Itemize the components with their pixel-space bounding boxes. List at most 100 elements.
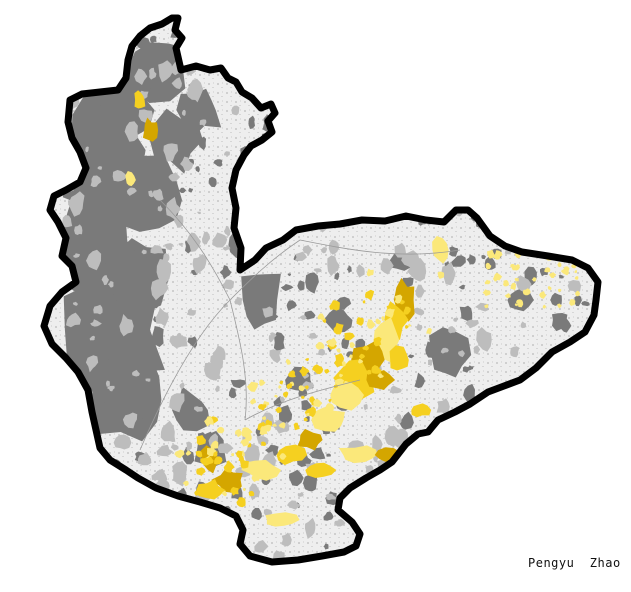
mid-landcover-speck — [390, 498, 400, 510]
mid-landcover-speck — [436, 398, 450, 415]
dark-landcover-speck — [549, 147, 559, 157]
mid-landcover-speck — [172, 461, 188, 487]
dark-landcover-speck — [414, 372, 425, 389]
mid-landcover-speck — [223, 302, 228, 308]
dark-landcover-speck — [389, 91, 398, 104]
mid-landcover-speck — [475, 430, 480, 435]
dark-landcover-speck — [389, 115, 395, 123]
dark-landcover-speck — [577, 184, 594, 204]
yellow-landcover-speck — [334, 359, 343, 368]
mid-landcover-speck — [310, 92, 327, 113]
mid-landcover-speck — [171, 77, 182, 90]
mid-landcover-speck — [61, 530, 74, 549]
dark-landcover-speck — [59, 528, 70, 546]
yellow-landcover-patch — [142, 117, 159, 142]
dark-landcover-speck — [361, 66, 369, 74]
mid-landcover-speck — [416, 323, 423, 331]
dark-landcover-speck — [408, 92, 421, 110]
dark-landcover-speck — [563, 533, 570, 543]
mid-landcover-speck — [178, 242, 184, 246]
dark-landcover-speck — [574, 295, 582, 307]
dark-landcover-speck — [182, 447, 194, 465]
yellow-landcover-speck — [298, 385, 306, 392]
dark-landcover-speck — [251, 507, 262, 521]
dark-landcover-speck — [368, 170, 382, 183]
mid-landcover-speck — [451, 549, 459, 556]
yellow-landcover-speck — [242, 487, 247, 491]
yellow-landcover-speck — [384, 307, 395, 318]
mid-landcover-speck — [580, 504, 586, 515]
mid-landcover-speck — [463, 453, 470, 459]
yellow-landcover-speck — [221, 490, 227, 497]
dark-landcover-speck — [294, 179, 302, 187]
dark-landcover-speck — [219, 265, 232, 280]
mid-landcover-speck — [541, 241, 550, 246]
mid-landcover-speck — [577, 221, 593, 238]
yellow-landcover-patch — [389, 345, 409, 371]
mid-landcover-speck — [498, 128, 514, 143]
mid-landcover-speck — [342, 24, 357, 45]
yellow-landcover-speck — [560, 266, 570, 276]
yellow-landcover-speck — [185, 450, 192, 456]
yellow-landcover-patch — [125, 171, 136, 187]
dark-landcover-speck — [497, 192, 509, 209]
mid-landcover-speck — [231, 105, 240, 116]
mid-landcover-speck — [248, 483, 260, 501]
mid-landcover-speck — [447, 525, 455, 533]
dark-landcover-speck — [58, 466, 72, 479]
yellow-landcover-speck — [557, 262, 562, 268]
yellow-landcover-speck — [174, 449, 185, 459]
dark-landcover-speck — [110, 467, 117, 473]
dark-landcover-speck — [558, 274, 564, 279]
dark-landcover-speck — [512, 210, 523, 220]
mid-landcover-speck — [407, 258, 427, 282]
mid-landcover-speck — [551, 229, 567, 255]
mid-landcover-speck — [440, 347, 449, 354]
dark-landcover-speck — [149, 35, 157, 43]
dark-landcover-speck — [356, 39, 367, 49]
dark-landcover-speck — [421, 157, 429, 168]
mid-landcover-speck — [89, 335, 96, 341]
mid-landcover-speck — [383, 88, 394, 98]
dark-landcover-speck — [111, 252, 127, 265]
mid-landcover-speck — [313, 268, 322, 273]
dark-landcover-speck — [467, 365, 474, 371]
yellow-landcover-speck — [242, 427, 252, 436]
mid-landcover-speck — [68, 497, 75, 506]
mid-landcover-speck — [402, 486, 418, 510]
dark-landcover-speck — [356, 34, 370, 53]
mid-landcover-speck — [234, 296, 243, 306]
mid-landcover-speck — [223, 225, 231, 237]
dark-landcover-speck — [370, 170, 386, 187]
yellow-landcover-speck — [315, 341, 325, 350]
yellow-landcover-speck — [272, 423, 277, 427]
mid-landcover-speck — [428, 359, 433, 366]
dark-landcover-speck — [287, 273, 291, 277]
mid-landcover-speck — [149, 67, 157, 80]
mid-landcover-speck — [288, 34, 293, 38]
mid-landcover-speck — [476, 327, 492, 352]
dark-landcover-speck — [301, 400, 312, 411]
yellow-landcover-speck — [207, 446, 217, 457]
yellow-landcover-speck — [484, 304, 489, 309]
dark-landcover-speck — [326, 453, 331, 457]
mid-landcover-speck — [202, 231, 210, 245]
dark-landcover-speck — [304, 310, 316, 320]
dark-landcover-speck — [188, 53, 200, 62]
dark-landcover-speck — [152, 501, 160, 507]
dark-landcover-speck — [505, 89, 518, 106]
mid-landcover-speck — [199, 119, 207, 127]
yellow-landcover-speck — [231, 453, 235, 457]
mid-landcover-speck — [490, 176, 498, 183]
yellow-landcover-speck — [485, 262, 492, 270]
mid-landcover-speck — [101, 275, 109, 286]
mid-landcover-speck — [96, 529, 109, 538]
mid-landcover-speck — [141, 249, 147, 255]
mid-landcover-speck — [572, 413, 582, 429]
dark-landcover-speck — [370, 195, 377, 205]
mid-landcover-speck — [162, 253, 170, 262]
mid-landcover-speck — [576, 75, 592, 88]
mid-landcover-speck — [186, 441, 193, 452]
dark-landcover-speck — [481, 255, 486, 260]
yellow-landcover-speck — [262, 416, 266, 420]
